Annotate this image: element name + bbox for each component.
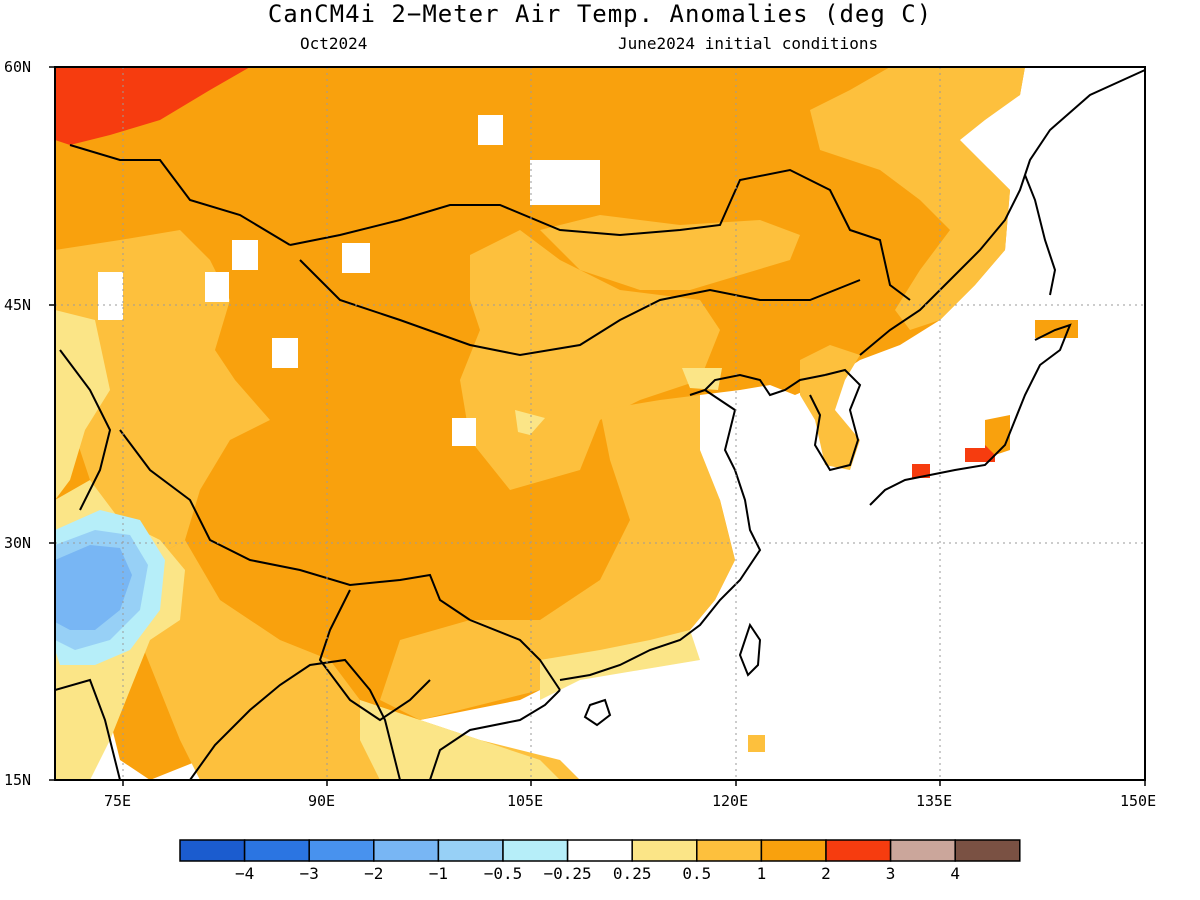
- colorbar-label: −1: [428, 864, 449, 883]
- coastline-korea: [809, 368, 862, 472]
- coastline-india: [55, 678, 121, 780]
- colorbar-label: 2: [821, 864, 831, 883]
- lat-tick-label: 60N: [4, 58, 32, 76]
- coastline-taiwan: [738, 622, 762, 677]
- coastline-bohai: [704, 373, 826, 397]
- anomaly-0.25-to-0.5-bohai: [682, 368, 722, 390]
- lake-mask-7: [205, 272, 229, 302]
- colorbar-label: −2: [364, 864, 384, 883]
- border-himalaya: [119, 429, 471, 621]
- coastline-sakhalin: [1024, 174, 1057, 296]
- lake-mask-5: [452, 418, 476, 446]
- lake-mask-3: [98, 272, 123, 320]
- coastline-china-east: [559, 388, 762, 681]
- colorbar-swatch: [889, 839, 956, 862]
- lake-mask-4: [272, 338, 298, 368]
- colorbar-swatch: [954, 839, 1021, 862]
- anomaly-2-to-3-northwest: [55, 67, 250, 145]
- border-china-mongolia-south: [299, 259, 861, 357]
- colorbar-swatch: [373, 839, 440, 862]
- anomaly-0.5-to-1-east: [380, 395, 735, 720]
- colorbar-swatch: [308, 839, 375, 862]
- lon-tick-label: 150E: [1120, 792, 1157, 810]
- colorbar-swatch: [179, 839, 246, 862]
- colorbar-swatch: [760, 839, 827, 862]
- anomaly-0.25-to-0.5-indochina: [360, 700, 560, 780]
- map-frame: [54, 66, 1146, 781]
- colorbar-swatch: [696, 839, 763, 862]
- colorbar-label: 4: [950, 864, 961, 883]
- anomaly-0.25-to-0.5-tibet-spot: [515, 410, 545, 435]
- lake-baikal-mask: [530, 160, 600, 205]
- initial-conditions-label: June2024 initial conditions: [618, 34, 879, 53]
- colorbar-label: −4: [234, 864, 255, 883]
- coastline-russia-east: [859, 69, 1145, 356]
- coastline-japan: [869, 323, 1072, 506]
- lon-tick-label: 135E: [916, 792, 953, 810]
- anomaly-2-to-3-osaka: [912, 464, 930, 478]
- lon-tick-label: 90E: [308, 792, 336, 810]
- colorbar-label: 3: [885, 864, 896, 883]
- colorbar-label: −0.5: [483, 864, 523, 883]
- forecast-month: Oct2024: [300, 34, 368, 53]
- colorbar-label: 0.25: [612, 864, 652, 883]
- anomaly-0.5-to-1-northeast: [810, 67, 1025, 330]
- colorbar-swatch: [243, 839, 310, 862]
- lat-tick-label: 30N: [4, 534, 32, 552]
- lat-tick-label: 15N: [4, 771, 32, 789]
- colorbar-swatch: [566, 839, 633, 862]
- colorbar-swatch: [502, 839, 569, 862]
- colorbar-swatch: [825, 839, 892, 862]
- colorbar-label: −0.25: [543, 864, 592, 883]
- colorbar-label: 1: [756, 864, 767, 883]
- colorbar-swatch: [631, 839, 698, 862]
- anomaly-minus-1-region: [55, 545, 132, 630]
- lat-tick-label: 45N: [4, 296, 32, 314]
- lon-tick-label: 120E: [712, 792, 749, 810]
- border-mongolia: [289, 168, 911, 301]
- lon-tick-label: 105E: [507, 792, 544, 810]
- colorbar-label: −3: [299, 864, 319, 883]
- colorbar-label: 0.5: [682, 864, 712, 883]
- coastline-indochina: [429, 689, 561, 780]
- anomaly-0.5-to-1-taiwan: [748, 735, 765, 752]
- coastline-hainan: [583, 698, 612, 727]
- lake-mask-6: [232, 240, 258, 270]
- anomaly-0.5-to-1-south-asia: [140, 540, 580, 780]
- lon-tick-label: 75E: [104, 792, 132, 810]
- border-myanmar: [318, 589, 431, 722]
- border-russia-kazakhstan: [69, 144, 291, 246]
- anomaly-0.25-to-0.5-west: [55, 310, 110, 500]
- border-south-asia: [59, 349, 112, 511]
- colorbar-swatch: [437, 839, 504, 862]
- lake-mask-1: [478, 115, 503, 145]
- lake-mask-2: [342, 243, 370, 273]
- border-indochina: [469, 619, 561, 691]
- chart-title: CanCM4i 2−Meter Air Temp. Anomalies (deg…: [267, 0, 933, 28]
